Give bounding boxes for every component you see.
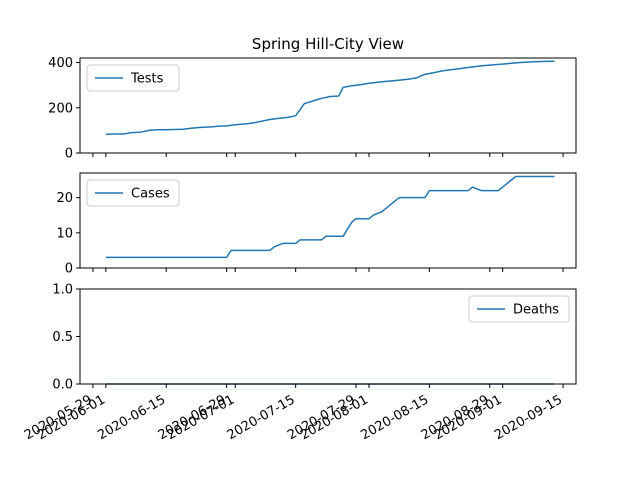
legend: Tests xyxy=(86,64,180,92)
x-tick-label: 2020-09-15 xyxy=(492,392,565,443)
chart-title: Spring Hill-City View xyxy=(252,35,404,53)
x-tick-label: 2020-08-15 xyxy=(358,392,431,443)
y-tick-label: 0 xyxy=(65,262,73,277)
y-tick-label: 0 xyxy=(65,147,73,162)
subplot-cases: 0 10 20 Cases xyxy=(56,172,577,277)
series-line-cases xyxy=(105,175,555,259)
subplots: 0 200 400 Tests 0 10 20 Cases 0.0 0.5 1.0 Deaths xyxy=(48,56,577,393)
x-tick-label: 2020-06-15 xyxy=(95,392,168,443)
y-tick-label: 20 xyxy=(56,191,73,206)
x-tick-labels: 2020-05-292020-06-012020-06-152020-06-29… xyxy=(22,392,565,443)
y-tick-label: 0.0 xyxy=(52,378,73,393)
y-tick-label: 400 xyxy=(48,56,73,71)
y-tick-label: 0.5 xyxy=(52,330,73,345)
axes-frame xyxy=(79,172,577,269)
legend-label: Cases xyxy=(131,187,170,202)
legend-label: Tests xyxy=(130,72,164,87)
y-tick-label: 10 xyxy=(56,226,73,241)
legend-label: Deaths xyxy=(513,303,559,318)
subplot-tests: 0 200 400 Tests xyxy=(48,56,577,162)
legend: Deaths xyxy=(468,295,570,323)
subplot-deaths: 0.0 0.5 1.0 Deaths xyxy=(52,283,577,393)
series-line-tests xyxy=(105,60,555,135)
axes-frame xyxy=(79,57,577,154)
y-tick-label: 1.0 xyxy=(52,283,73,298)
x-tick-label: 2020-07-15 xyxy=(225,392,298,443)
legend: Cases xyxy=(86,179,180,207)
y-tick-label: 200 xyxy=(48,101,73,116)
